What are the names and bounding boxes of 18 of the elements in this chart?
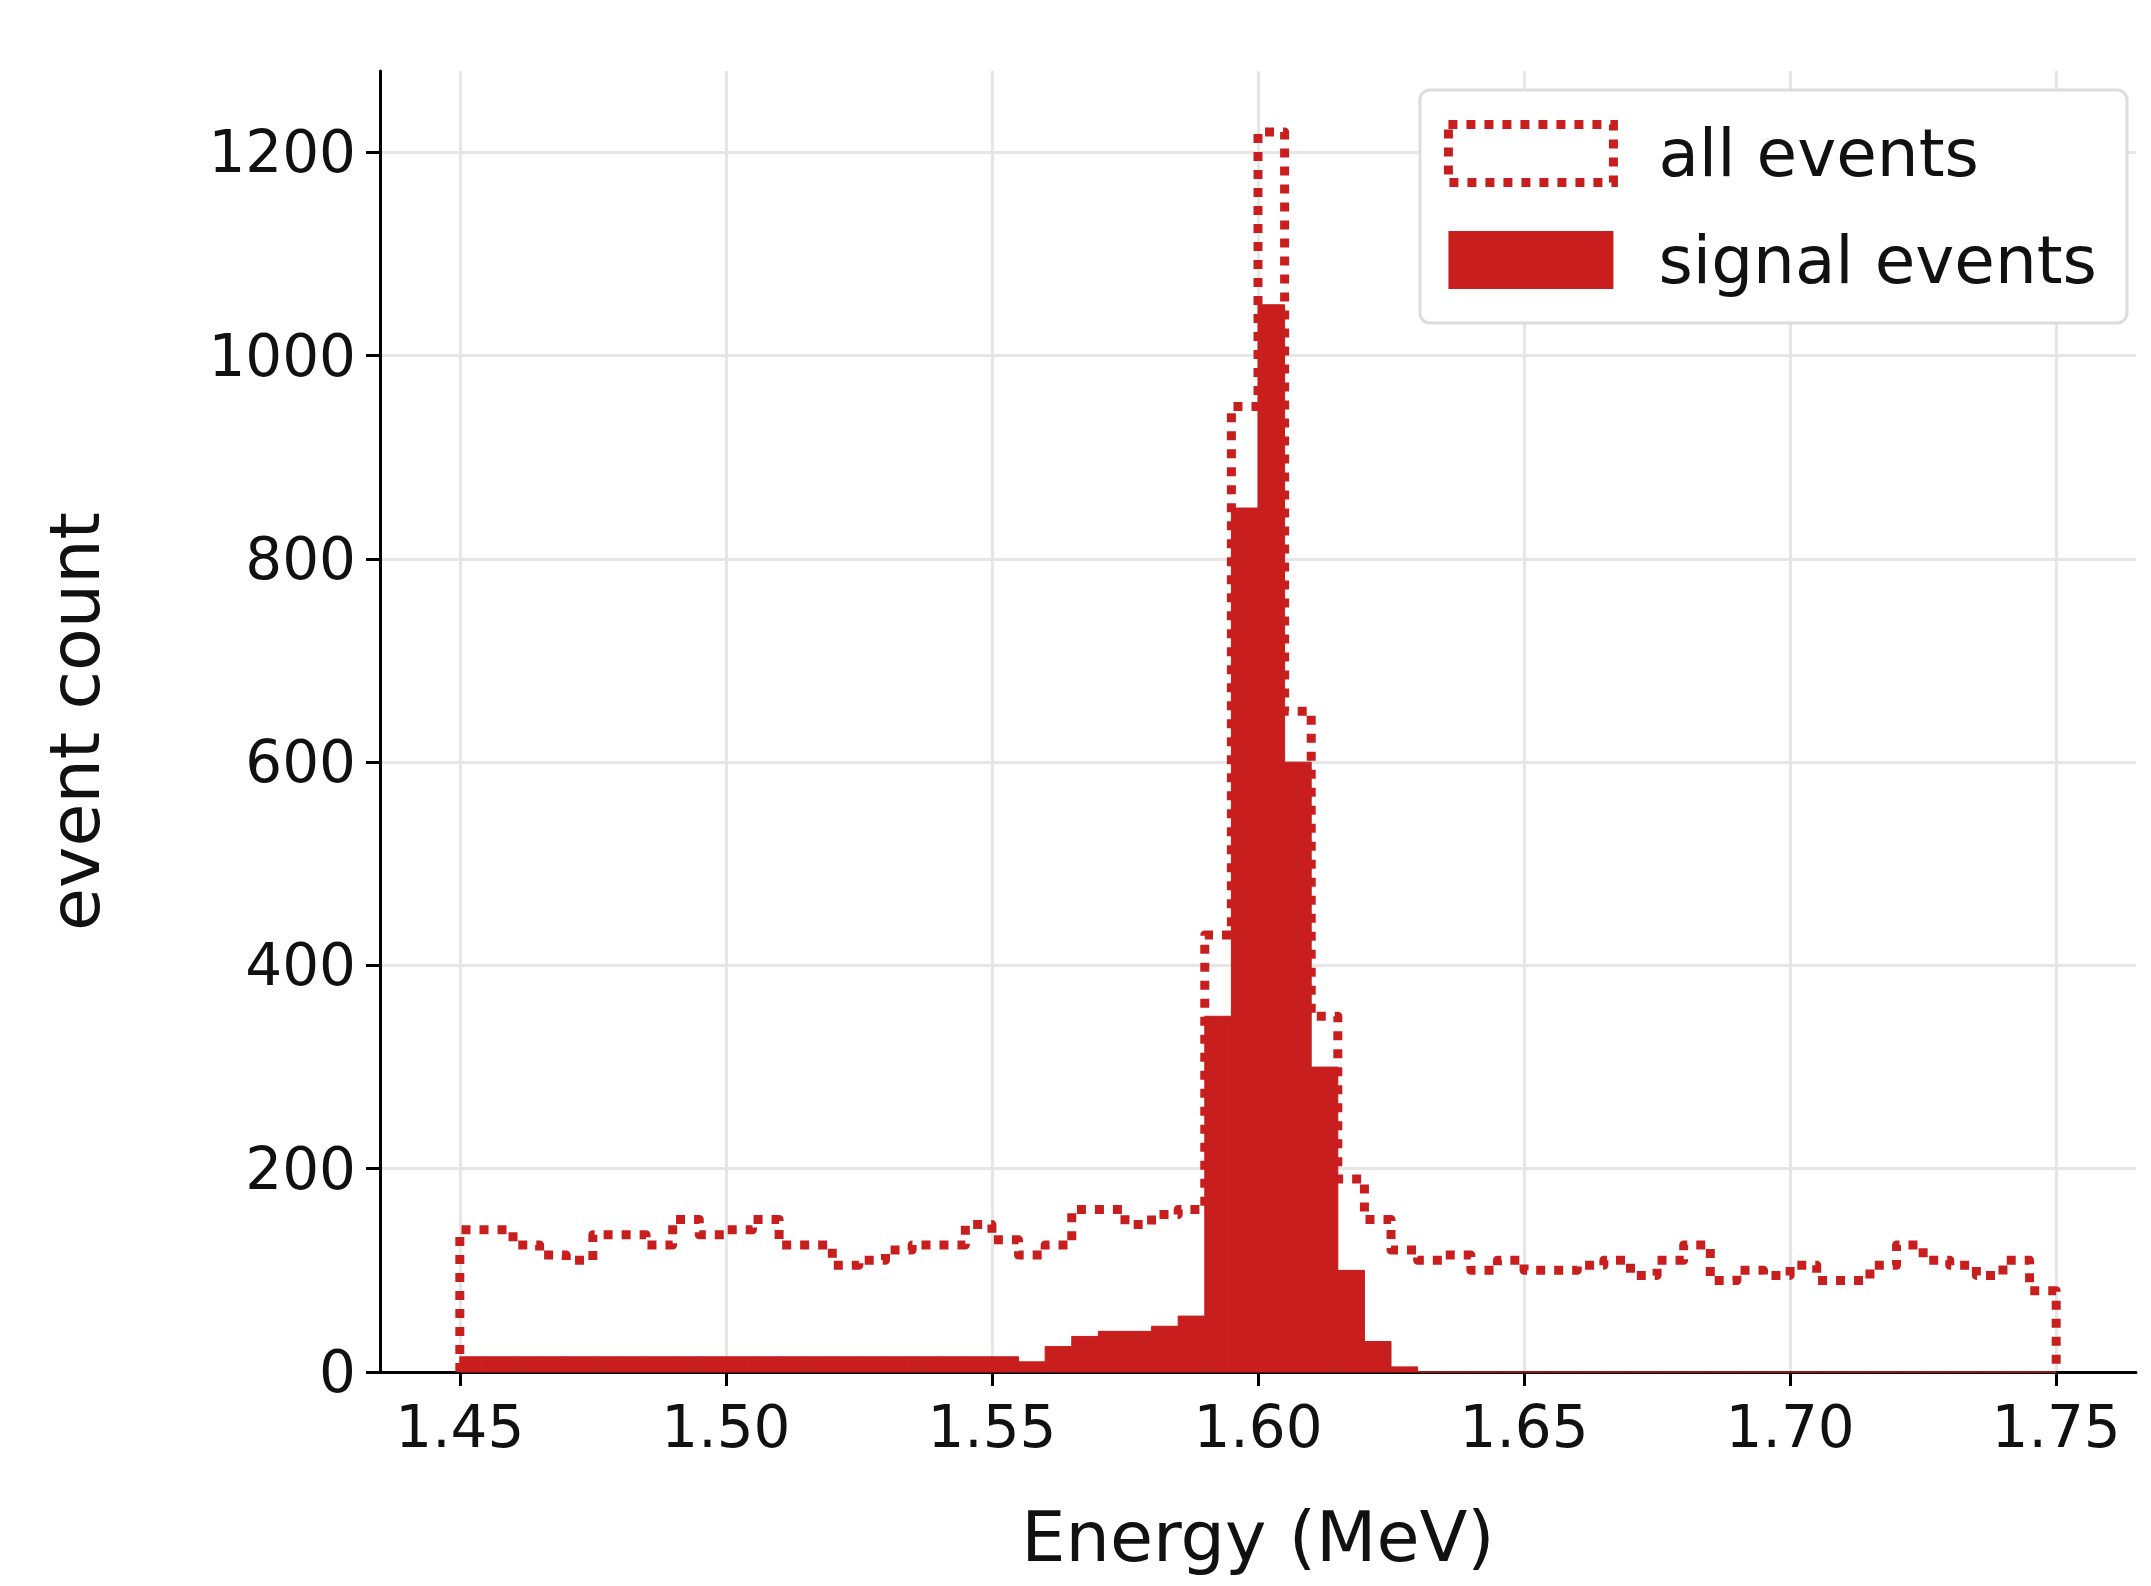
legend-label: signal events (1658, 221, 2098, 299)
x-tick-label: 1.65 (1459, 1393, 1589, 1461)
y-tick-label: 0 (319, 1338, 356, 1406)
x-tick-label: 1.45 (395, 1393, 525, 1461)
y-tick-label: 600 (245, 728, 356, 797)
x-axis-title: Energy (MeV) (1021, 1496, 1495, 1578)
y-tick-label: 200 (245, 1134, 356, 1203)
x-tick-label: 1.60 (1193, 1393, 1323, 1461)
y-tick-label: 1200 (208, 118, 356, 187)
y-tick-label: 1000 (208, 321, 356, 390)
y-tick-label: 800 (245, 524, 356, 593)
y-tick-label: 400 (245, 931, 356, 1000)
legend-label: all events (1658, 115, 1979, 192)
y-axis-title: event count (34, 511, 116, 932)
x-tick-label: 1.55 (927, 1393, 1057, 1461)
x-tick-label: 1.75 (1991, 1393, 2121, 1461)
x-tick-label: 1.70 (1725, 1393, 1855, 1461)
x-tick-label: 1.50 (661, 1393, 791, 1461)
